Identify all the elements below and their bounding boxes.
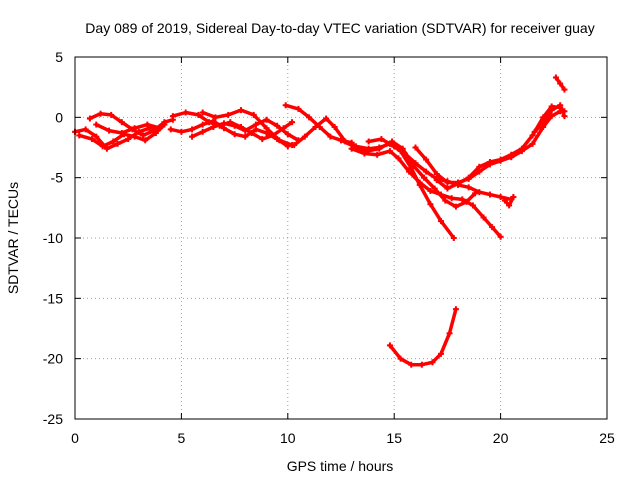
x-tick-label: 20 — [493, 430, 509, 446]
x-tick-label: 10 — [280, 430, 296, 446]
series-layer — [72, 74, 568, 368]
series-arc-7 — [189, 116, 302, 144]
series-arc-18 — [552, 74, 568, 93]
y-tick-label: 0 — [55, 109, 63, 125]
series-trace — [388, 307, 458, 367]
y-tick-label: 5 — [55, 49, 63, 65]
x-axis-label: GPS time / hours — [287, 458, 394, 474]
y-tick-label: -5 — [51, 170, 64, 186]
series-arc-19 — [386, 306, 459, 368]
chart-title: Day 089 of 2019, Sidereal Day-to-day VTE… — [85, 20, 594, 36]
series-arc-12 — [348, 145, 504, 240]
series-arc-5 — [167, 117, 291, 150]
series-arc-4 — [93, 121, 164, 137]
series-arc-16 — [501, 193, 517, 209]
y-tick-label: -20 — [43, 351, 63, 367]
y-tick-label: -15 — [43, 290, 63, 306]
series-arc-10 — [291, 115, 457, 241]
x-tick-label: 5 — [178, 430, 186, 446]
x-tick-label: 15 — [386, 430, 402, 446]
series-arc-17 — [531, 102, 568, 135]
x-tick-label: 25 — [599, 430, 615, 446]
series-trace — [292, 116, 456, 240]
y-tick-label: -25 — [43, 411, 63, 427]
axis-ticks: 0 5 10 15 20 25 -25 -20 -15 -10 -5 0 5 — [43, 49, 615, 446]
y-tick-label: -10 — [43, 230, 63, 246]
series-trace — [339, 138, 477, 209]
series-arc-11 — [338, 137, 479, 210]
series-arc-15 — [433, 103, 568, 192]
x-tick-label: 0 — [71, 430, 79, 446]
grid — [75, 57, 607, 419]
y-axis-label: SDTVAR / TECUs — [5, 182, 21, 294]
